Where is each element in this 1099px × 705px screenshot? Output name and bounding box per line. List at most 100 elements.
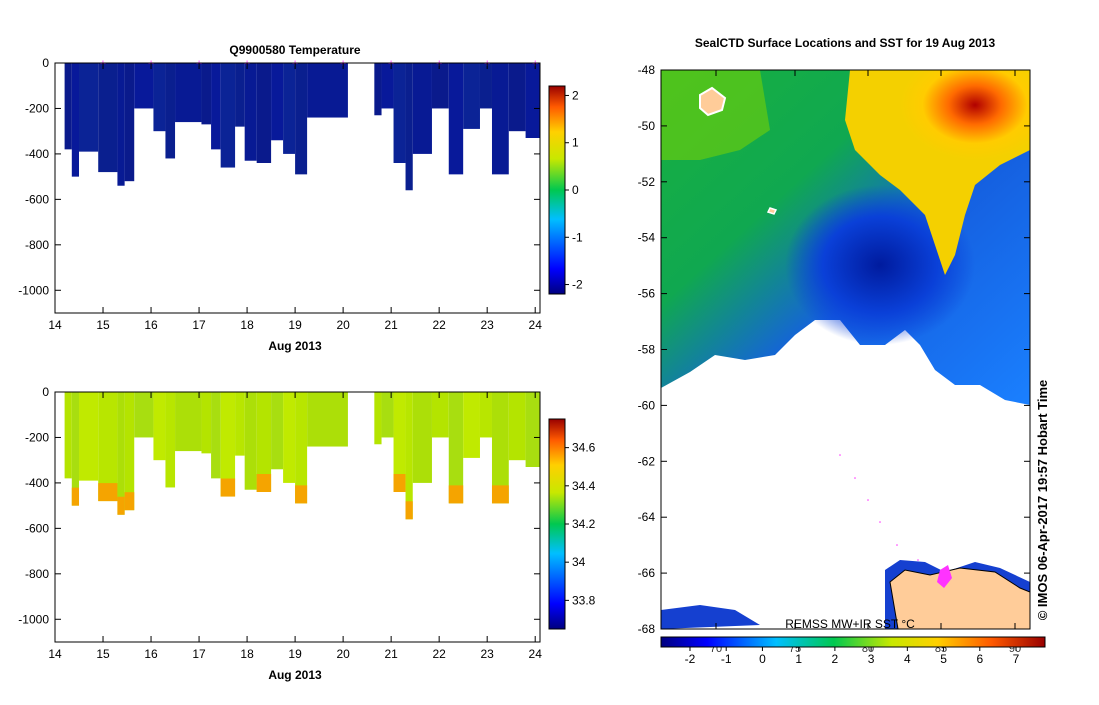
profile-column — [117, 63, 125, 186]
y-tick-label: -1000 — [18, 283, 49, 297]
sst-colorbar-tick-label: 1 — [795, 652, 802, 666]
y-tick-label: -400 — [25, 476, 49, 490]
antarctic-coast — [889, 567, 1030, 629]
temperature-title: Q9900580 Temperature — [229, 43, 361, 57]
profile-deep-band — [71, 487, 80, 506]
colorbar-tick-label: 34 — [572, 555, 586, 569]
profile-column — [491, 63, 509, 175]
profile-column — [165, 63, 176, 159]
profile-column — [71, 63, 80, 177]
profile-column — [201, 392, 212, 454]
x-tick-label: 18 — [240, 318, 254, 332]
sst-colorbar-ticks: -2 -1 0 1 2 3 4 5 6 7 — [685, 647, 1020, 666]
profile-column — [256, 392, 272, 492]
x-tick-label: 17 — [192, 318, 206, 332]
profile-column — [374, 392, 382, 445]
profile-column — [525, 392, 540, 467]
profile-column — [508, 392, 526, 461]
profile-column — [508, 63, 526, 132]
profile-deep-band — [256, 474, 272, 492]
profile-column — [412, 392, 432, 483]
salinity-profiles — [64, 392, 540, 520]
profile-column — [271, 63, 284, 141]
x-tick-label: 17 — [192, 647, 206, 661]
x-tick-label: 22 — [432, 647, 446, 661]
x-tick-label: 15 — [96, 647, 110, 661]
colorbar-tick-label: -2 — [572, 278, 583, 292]
profile-column — [98, 392, 118, 502]
profile-column — [283, 63, 296, 154]
profile-column — [201, 63, 212, 125]
y-tick-label: -600 — [25, 521, 49, 535]
x-tick-label: 24 — [529, 647, 543, 661]
profile-column — [381, 63, 394, 109]
profile-deep-band — [98, 483, 118, 502]
salinity-colorbar-ticks: 34.6 34.4 34.2 34 33.8 — [565, 441, 596, 607]
profile-column — [525, 63, 540, 138]
profile-column — [153, 392, 166, 461]
profile-deep-band — [405, 501, 413, 520]
x-tick-label: 14 — [48, 318, 62, 332]
temperature-frame — [54, 62, 541, 314]
temperature-xlabel: Aug 2013 — [268, 339, 322, 353]
profile-column — [175, 392, 202, 452]
profile-column — [235, 392, 245, 456]
salinity-xlabel: Aug 2013 — [268, 668, 322, 682]
profile-column — [295, 392, 308, 504]
profile-deep-band — [117, 496, 125, 515]
profile-column — [479, 392, 492, 438]
profile-column — [98, 63, 118, 173]
y-tick-label: -800 — [25, 238, 49, 252]
profile-column — [79, 392, 99, 481]
colorbar-tick-label: 2 — [572, 88, 579, 102]
y-tick-label: -600 — [25, 192, 49, 206]
x-tick-label: 19 — [288, 647, 302, 661]
map-title: SealCTD Surface Locations and SST for 19… — [695, 36, 996, 50]
map-y-tick-label: -54 — [638, 231, 656, 245]
profile-column — [211, 63, 221, 150]
heard-island — [766, 207, 778, 215]
profile-column — [381, 392, 394, 438]
salinity-panel: 14 15 16 17 18 19 20 21 22 23 24 0 -200 -400 -600 -800 -… — [18, 385, 595, 682]
profile-column — [256, 63, 272, 163]
sst-colorbar-tick-label: -2 — [685, 652, 696, 666]
profile-deep-band — [295, 485, 308, 504]
map-y-tick-label: -66 — [638, 566, 656, 580]
profile-column — [431, 63, 449, 109]
temperature-axes: 14 15 16 17 18 19 20 21 22 23 24 0 -200 -400 -600 -800 -… — [18, 56, 542, 332]
sst-colorbar-tick-label: 2 — [832, 652, 839, 666]
y-tick-label: 0 — [42, 385, 49, 399]
profile-column — [165, 392, 176, 488]
profile-deep-band — [448, 485, 464, 504]
x-tick-label: 21 — [384, 318, 398, 332]
map-y-tick-label: -52 — [638, 175, 656, 189]
map-y-tick-label: -60 — [638, 398, 656, 412]
profile-column — [211, 392, 221, 479]
profile-column — [64, 392, 72, 479]
profile-column — [463, 63, 480, 129]
colorbar-tick-label: -1 — [572, 230, 583, 244]
profile-column — [64, 63, 72, 150]
x-tick-label: 20 — [336, 318, 350, 332]
profile-column — [134, 392, 154, 438]
colorbar-tick-label: 0 — [572, 183, 579, 197]
colorbar-tick-label: 34.6 — [572, 441, 596, 455]
profile-deep-band — [393, 474, 406, 492]
x-tick-label: 18 — [240, 647, 254, 661]
profile-column — [393, 392, 406, 492]
colorbar-tick-label: 1 — [572, 136, 579, 150]
profile-column — [295, 63, 308, 175]
kerguelen-island — [699, 86, 727, 117]
map-y-tick-label: -50 — [638, 119, 656, 133]
colorbar-tick-label: 34.4 — [572, 479, 596, 493]
y-tick-label: -400 — [25, 147, 49, 161]
profile-column — [71, 392, 80, 506]
profile-column — [448, 392, 464, 504]
salinity-frame — [54, 391, 541, 643]
x-tick-label: 24 — [529, 318, 543, 332]
x-tick-label: 16 — [144, 318, 158, 332]
sst-colorbar-tick-label: 3 — [868, 652, 875, 666]
sst-colorbar — [660, 636, 1046, 648]
profile-column — [374, 63, 382, 116]
profile-column — [244, 63, 257, 161]
